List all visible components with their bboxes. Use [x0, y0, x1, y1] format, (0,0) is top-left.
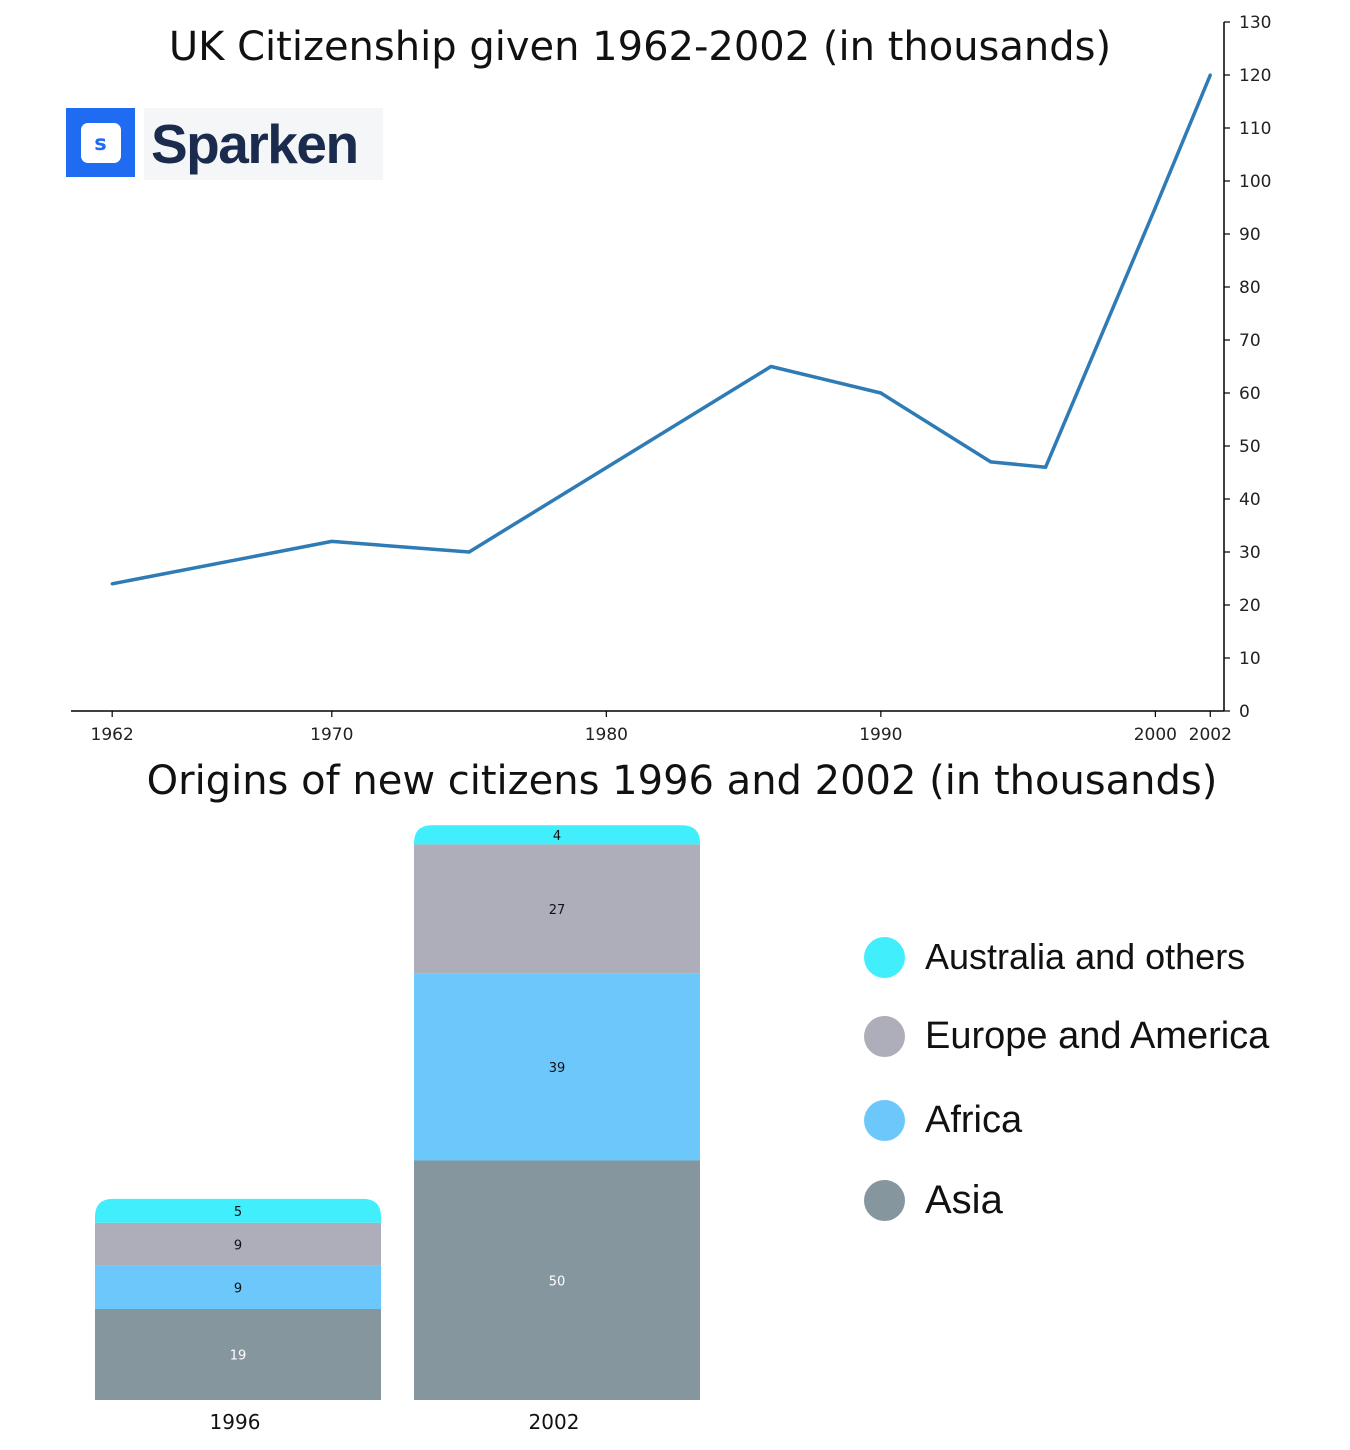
line-chart-title: UK Citizenship given 1962-2002 (in thous…	[168, 24, 1112, 70]
sparken-logo-mark: s	[66, 108, 135, 177]
x-tick-label: 1970	[310, 725, 353, 745]
bar-value-label: 27	[549, 903, 566, 918]
legend-label: Africa	[925, 1098, 1023, 1141]
x-tick-label: 1990	[859, 725, 902, 745]
y-tick-label: 60	[1239, 384, 1261, 404]
legend-swatch	[864, 1179, 905, 1221]
legend-item-africa: Africa	[864, 1098, 1022, 1142]
bar-value-label: 39	[549, 1061, 566, 1076]
bar-value-label: 9	[234, 1238, 242, 1253]
citizenship-line	[111, 74, 1212, 586]
legend-label: Europe and America	[925, 1014, 1270, 1057]
y-tick-label: 100	[1239, 172, 1271, 192]
legend-item-asia: Asia	[864, 1178, 1003, 1222]
bar-segment-australia-and-others-2002	[414, 825, 700, 845]
line-data-point	[769, 364, 773, 369]
legend-label: Australia and others	[925, 936, 1246, 977]
y-tick-label: 110	[1239, 119, 1271, 139]
y-tick-label: 90	[1239, 225, 1261, 245]
y-tick-label: 20	[1239, 596, 1261, 616]
y-tick-label: 130	[1239, 13, 1271, 33]
y-tick-label: 30	[1239, 543, 1261, 563]
bar-segment-africa-1996	[95, 1265, 381, 1309]
bar-segment-europe-and-america-2002	[414, 844, 700, 974]
y-tick-label: 40	[1239, 490, 1261, 510]
line-data-point	[879, 391, 883, 395]
line-data-point	[1208, 73, 1212, 77]
sparken-logo-letter: s	[80, 122, 121, 163]
legend-label: Asia	[925, 1177, 1003, 1222]
legend-swatch	[864, 936, 905, 978]
line-data-point	[467, 550, 471, 554]
bar-category-label: 2002	[529, 1410, 580, 1434]
x-tick-label: 1962	[91, 725, 134, 745]
legend-item-europe-and-america: Europe and America	[864, 1014, 1269, 1058]
y-tick-label: 0	[1239, 702, 1250, 722]
bar-value-label: 4	[553, 829, 561, 844]
y-tick-label: 10	[1239, 649, 1261, 669]
bar-category-label: 1996	[210, 1410, 261, 1434]
y-tick-label: 120	[1239, 66, 1271, 86]
bar-segment-australia-and-others-1996	[95, 1198, 381, 1223]
line-data-point	[989, 460, 993, 464]
line-chart: 1962 1970 1980 1990 2000 2002 0 10 20 30 40 50 60 70…	[71, 13, 1271, 745]
legend-swatch	[864, 1015, 905, 1057]
legend-swatch	[864, 1099, 905, 1141]
bar-chart: 19 9 9 5 50 39 27 4 1996 2002	[95, 825, 700, 1434]
y-tick-label: 50	[1239, 437, 1261, 457]
sparken-logo-wordmark: Sparken	[144, 108, 383, 180]
bar-segment-asia-2002	[414, 1160, 700, 1400]
bar-chart-title: Origins of new citizens 1996 and 2002 (i…	[146, 758, 1218, 804]
line-data-point	[110, 582, 114, 586]
bar-value-label: 19	[230, 1348, 247, 1363]
line-data-point	[1153, 205, 1157, 210]
bar-value-label: 5	[234, 1205, 242, 1220]
line-data-point	[1043, 465, 1048, 469]
bar-segment-africa-2002	[414, 973, 700, 1161]
y-tick-label: 70	[1239, 331, 1261, 351]
legend-item-australia-and-others: Australia and others	[864, 935, 1245, 979]
bar-value-label: 9	[234, 1281, 242, 1296]
bar-segment-europe-and-america-1996	[95, 1222, 381, 1266]
y-tick-label: 80	[1239, 278, 1261, 298]
sparken-logo: s Sparken	[66, 108, 383, 180]
bar-value-label: 50	[549, 1274, 566, 1289]
x-tick-label: 2000	[1134, 725, 1177, 745]
line-data-point	[330, 539, 334, 544]
bar-segment-asia-1996	[95, 1308, 381, 1400]
x-tick-label: 1980	[585, 725, 628, 745]
x-tick-label: 2002	[1189, 725, 1232, 745]
